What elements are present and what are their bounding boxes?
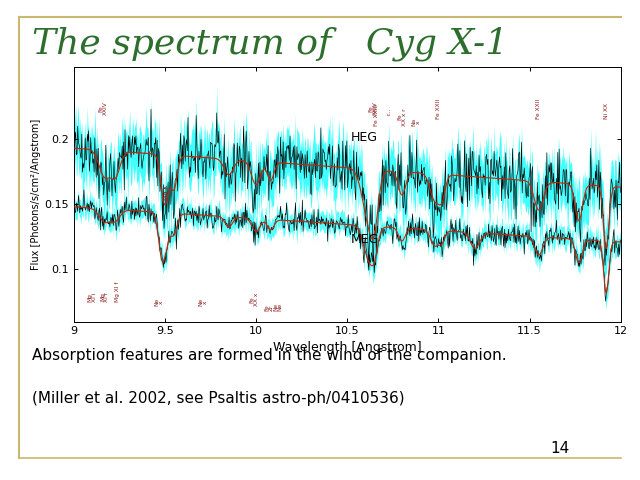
Y-axis label: Flux [Photons/s/cm²/Angstrom]: Flux [Photons/s/cm²/Angstrom] [31, 119, 42, 270]
Text: Mg
XI i: Mg XI i [87, 293, 97, 302]
Text: 14: 14 [550, 441, 570, 456]
Text: Fe XXII: Fe XXII [536, 99, 541, 120]
Text: Ne
x: Ne x [198, 298, 208, 306]
Text: Fe
XX x r: Fe XX x r [397, 108, 406, 126]
Text: Fe
XXIV: Fe XXIV [98, 102, 108, 116]
Text: The spectrum of   Cyg X-1: The spectrum of Cyg X-1 [32, 26, 508, 61]
Text: Fe XXII: Fe XXII [436, 99, 441, 120]
Text: Ne
Ne: Ne Ne [273, 303, 283, 311]
Text: MEG: MEG [351, 233, 380, 246]
Text: Absorption features are formed in the wind of the companion.: Absorption features are formed in the wi… [32, 348, 507, 363]
Text: r...: r... [387, 108, 392, 116]
Text: Mg
XI r: Mg XI r [100, 292, 109, 302]
Text: (Miller et al. 2002, see Psaltis astro-ph/0410536): (Miller et al. 2002, see Psaltis astro-p… [32, 391, 404, 406]
Text: Mg K: Mg K [164, 185, 169, 200]
Text: Fe XXIII: Fe XXIII [374, 104, 379, 126]
Text: Fe
XX x: Fe XX x [250, 293, 259, 306]
Text: Ne
x: Ne x [155, 298, 164, 306]
Text: Mg XI f: Mg XI f [115, 282, 120, 302]
Text: Ni XX: Ni XX [604, 103, 609, 120]
Text: Fe
Zr: Fe Zr [264, 304, 273, 311]
Text: Fe
XXIV: Fe XXIV [368, 102, 378, 116]
X-axis label: Wavelength [Angstrom]: Wavelength [Angstrom] [273, 341, 422, 354]
Text: HEG: HEG [351, 131, 378, 144]
Text: Na
x: Na x [412, 118, 421, 126]
